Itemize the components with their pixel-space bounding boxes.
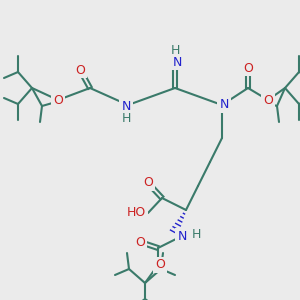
Text: HO: HO — [127, 206, 146, 220]
Text: N: N — [121, 100, 131, 113]
Text: O: O — [263, 94, 273, 106]
Text: H: H — [191, 227, 201, 241]
Text: O: O — [135, 236, 145, 248]
Text: O: O — [53, 94, 63, 106]
Text: O: O — [155, 259, 165, 272]
Text: O: O — [243, 61, 253, 74]
Text: N: N — [219, 98, 229, 112]
Text: N: N — [177, 230, 187, 242]
Text: H: H — [121, 112, 131, 125]
Text: O: O — [75, 64, 85, 76]
Text: O: O — [143, 176, 153, 190]
Text: H: H — [170, 44, 180, 56]
Text: N: N — [172, 56, 182, 68]
